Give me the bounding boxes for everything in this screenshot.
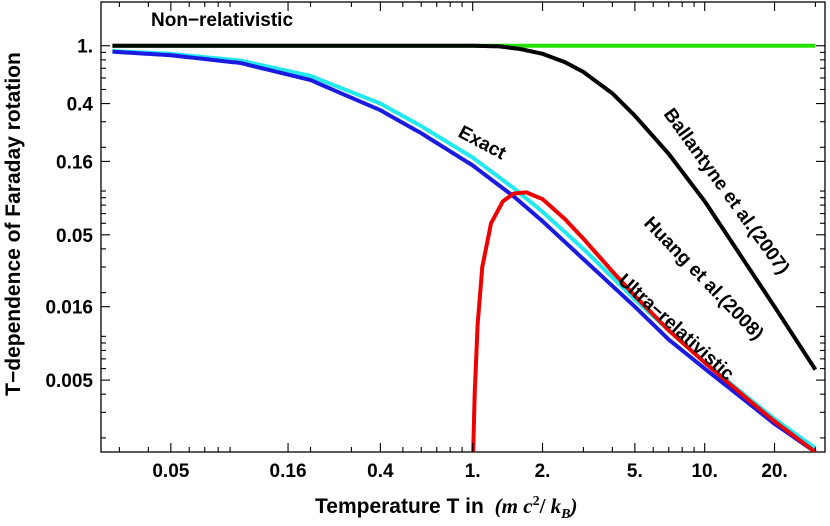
y-tick-label: 0.05 [56, 226, 93, 247]
series-line-ultra-relativistic [471, 190, 817, 452]
y-tick-label: 0.4 [67, 95, 94, 116]
x-axis-title-text: Temperature T in [315, 495, 484, 518]
x-tick-label: 0.05 [152, 461, 189, 482]
x-tick-label: 5. [627, 461, 643, 482]
units-k: k [551, 494, 562, 518]
x-tick-label: 10. [691, 461, 717, 482]
x-axis-units: (m c2/ kB) [495, 494, 578, 522]
y-tick-label: 0.016 [45, 298, 93, 319]
units-close: ) [569, 494, 578, 518]
tick-layer: 0.05 0.16 0.4 1. 2. 5. 10. 20. 1. 0.4 0.16 0.05 0.01… [45, 2, 825, 482]
y-axis-title: T−dependence of Faraday rotation [2, 52, 25, 396]
y-tick-label: 0.005 [45, 371, 93, 392]
series-line-exact [112, 49, 817, 452]
series-line-huang-et-al-2008- [112, 49, 817, 450]
label-non-relativistic: Non−relativistic [151, 10, 293, 31]
plot-frame [100, 1, 826, 453]
units-c: c [523, 494, 533, 518]
x-axis-title: Temperature T in (m c2/ kB) [315, 494, 578, 522]
x-tick-label: 0.4 [367, 461, 394, 482]
x-tick-label: 1. [465, 461, 481, 482]
units-exp: 2 [533, 494, 540, 509]
curve-layer [112, 43, 818, 452]
units-sub: B [560, 507, 570, 522]
units-slash: / [539, 494, 547, 518]
units-m: m [502, 494, 518, 518]
x-tick-label: 2. [535, 461, 551, 482]
x-tick-label: 0.16 [270, 461, 307, 482]
y-tick-label: 1. [77, 37, 93, 58]
x-tick-label: 20. [761, 461, 787, 482]
series-line-ballantyne-et-al-2007- [112, 43, 818, 371]
y-tick-label: 0.16 [56, 152, 93, 173]
